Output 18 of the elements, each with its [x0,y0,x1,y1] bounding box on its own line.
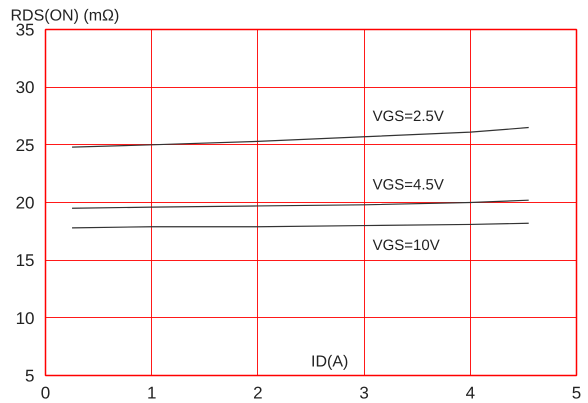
line-series [71,200,530,209]
x-tick-label: 4 [466,384,476,402]
y-tick-label: 20 [16,194,35,212]
y-tick-label: 5 [25,366,35,386]
x-tick-label: 1 [146,384,156,402]
series-label: VGS=4.5V [372,176,444,194]
x-tick-label: 2 [253,384,263,402]
series-label: VGS=2.5V [372,108,444,126]
y-tick-label: 30 [16,78,35,98]
line-series [71,126,530,148]
x-axis-title: ID(A) [311,353,348,370]
x-tick-label: 0 [40,384,50,402]
x-tick-label: 5 [572,384,582,402]
y-tick-label: 10 [16,308,35,328]
y-tick-label: 25 [16,136,35,155]
x-tick-label: 3 [359,384,369,402]
series-label: VGS=10V [372,237,440,254]
y-tick-label: 15 [16,251,35,270]
